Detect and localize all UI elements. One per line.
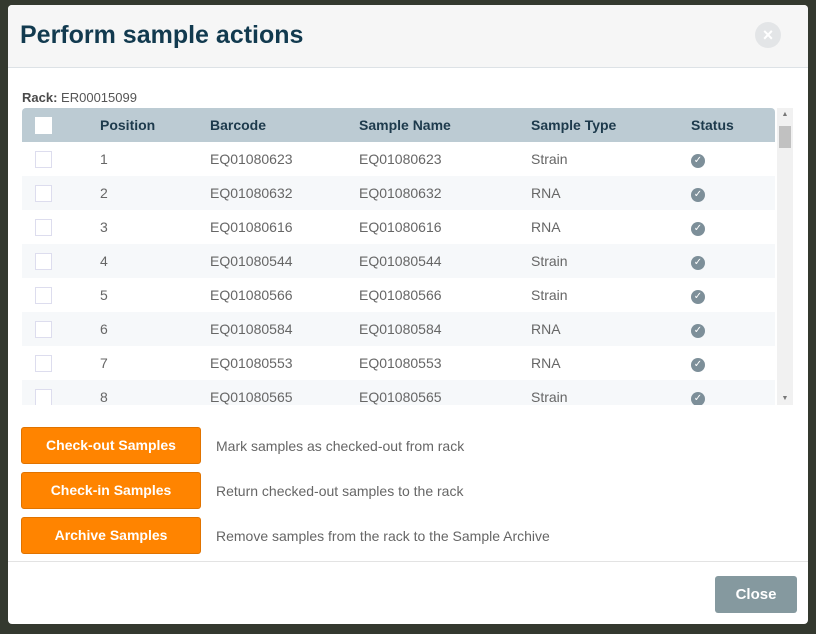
cell-sample-name: EQ01080623 <box>359 151 442 167</box>
rack-value: ER00015099 <box>61 90 137 105</box>
table-row[interactable]: 5 EQ01080566 EQ01080566 Strain ✓ <box>22 278 775 312</box>
cell-sample-type: Strain <box>531 151 568 167</box>
cell-sample-name: EQ01080632 <box>358 176 530 210</box>
row-checkbox[interactable] <box>35 218 52 236</box>
archive-samples-button[interactable]: Archive Samples <box>21 517 201 554</box>
cell-barcode: EQ01080566 <box>210 287 293 303</box>
table-scrollbar[interactable]: ▲ ▼ <box>777 108 793 405</box>
scrollbar-thumb[interactable] <box>779 126 791 148</box>
rack-info: Rack: ER00015099 <box>22 90 137 105</box>
close-button[interactable]: Close <box>715 576 797 613</box>
scroll-down-icon[interactable]: ▼ <box>781 395 789 402</box>
cell-sample-name: EQ01080565 <box>358 380 530 405</box>
cell-barcode: EQ01080632 <box>209 176 358 210</box>
cell-position: 2 <box>99 176 209 210</box>
samples-table: Position Barcode Sample Name Sample Type… <box>22 108 775 405</box>
table-header-row: Position Barcode Sample Name Sample Type… <box>22 108 775 142</box>
table-row[interactable]: 1 EQ01080623 EQ01080623 Strain ✓ <box>22 142 775 176</box>
cell-barcode: EQ01080584 <box>209 312 358 346</box>
check-circle-icon: ✓ <box>691 392 705 405</box>
check-circle-icon: ✓ <box>691 222 705 236</box>
header-sample-type[interactable]: Sample Type <box>530 108 690 142</box>
table-row[interactable]: 8 EQ01080565 EQ01080565 Strain ✓ <box>22 380 775 405</box>
archive-description: Remove samples from the rack to the Samp… <box>216 527 550 544</box>
cell-position: 4 <box>99 244 209 278</box>
cell-sample-name: EQ01080544 <box>358 244 530 278</box>
check-circle-icon: ✓ <box>691 290 705 304</box>
cell-sample-name: EQ01080566 <box>359 287 442 303</box>
header-position[interactable]: Position <box>99 108 209 142</box>
row-checkbox[interactable] <box>35 388 52 405</box>
cell-sample-type: RNA <box>530 312 690 346</box>
row-checkbox[interactable] <box>35 252 52 270</box>
dialog-header: Perform sample actions × <box>8 5 808 68</box>
cell-position: 1 <box>100 151 108 167</box>
scroll-up-icon[interactable]: ▲ <box>781 111 789 118</box>
table-row[interactable]: 2 EQ01080632 EQ01080632 RNA ✓ <box>22 176 775 210</box>
table-row[interactable]: 3 EQ01080616 EQ01080616 RNA ✓ <box>22 210 775 244</box>
check-in-samples-button[interactable]: Check-in Samples <box>21 472 201 509</box>
table-row[interactable]: 6 EQ01080584 EQ01080584 RNA ✓ <box>22 312 775 346</box>
check-out-samples-button[interactable]: Check-out Samples <box>21 427 201 464</box>
check-circle-icon: ✓ <box>691 188 705 202</box>
row-checkbox[interactable] <box>35 286 52 304</box>
cell-position: 3 <box>100 219 108 235</box>
close-icon[interactable]: × <box>755 22 781 48</box>
cell-position: 7 <box>100 355 108 371</box>
action-checkin: Check-in Samples Return checked-out samp… <box>21 472 463 509</box>
cell-position: 5 <box>100 287 108 303</box>
select-all-checkbox[interactable] <box>35 116 52 134</box>
cell-barcode: EQ01080544 <box>209 244 358 278</box>
row-checkbox[interactable] <box>35 184 52 202</box>
dialog-title: Perform sample actions <box>20 21 304 49</box>
cell-barcode: EQ01080616 <box>210 219 293 235</box>
cell-position: 8 <box>99 380 209 405</box>
cell-sample-type: RNA <box>531 219 561 235</box>
table-row[interactable]: 7 EQ01080553 EQ01080553 RNA ✓ <box>22 346 775 380</box>
header-barcode[interactable]: Barcode <box>209 108 358 142</box>
action-checkout: Check-out Samples Mark samples as checke… <box>21 427 464 464</box>
header-status[interactable]: Status <box>690 108 775 142</box>
check-circle-icon: ✓ <box>691 154 705 168</box>
check-out-description: Mark samples as checked-out from rack <box>216 437 465 454</box>
cell-sample-name: EQ01080553 <box>359 355 442 371</box>
check-in-description: Return checked-out samples to the rack <box>216 482 464 499</box>
cell-sample-type: Strain <box>530 380 690 405</box>
row-checkbox[interactable] <box>35 150 52 168</box>
cell-barcode: EQ01080553 <box>210 355 293 371</box>
check-circle-icon: ✓ <box>691 324 705 338</box>
cell-barcode: EQ01080565 <box>209 380 358 405</box>
row-checkbox[interactable] <box>35 320 52 338</box>
cell-sample-type: Strain <box>531 287 568 303</box>
cell-sample-type: RNA <box>530 176 690 210</box>
sample-actions-dialog: Perform sample actions × Rack: ER0001509… <box>8 5 808 624</box>
action-archive: Archive Samples Remove samples from the … <box>21 517 550 554</box>
cell-sample-name: EQ01080584 <box>358 312 530 346</box>
table-row[interactable]: 4 EQ01080544 EQ01080544 Strain ✓ <box>22 244 775 278</box>
header-sample-name[interactable]: Sample Name <box>358 108 530 142</box>
rack-label: Rack: <box>22 90 58 105</box>
dialog-footer: Close <box>8 561 808 624</box>
row-checkbox[interactable] <box>35 354 52 372</box>
cell-position: 6 <box>99 312 209 346</box>
cell-sample-type: Strain <box>530 244 690 278</box>
check-circle-icon: ✓ <box>691 358 705 372</box>
check-circle-icon: ✓ <box>691 256 705 270</box>
cell-sample-type: RNA <box>531 355 561 371</box>
cell-barcode: EQ01080623 <box>210 151 293 167</box>
cell-sample-name: EQ01080616 <box>359 219 442 235</box>
